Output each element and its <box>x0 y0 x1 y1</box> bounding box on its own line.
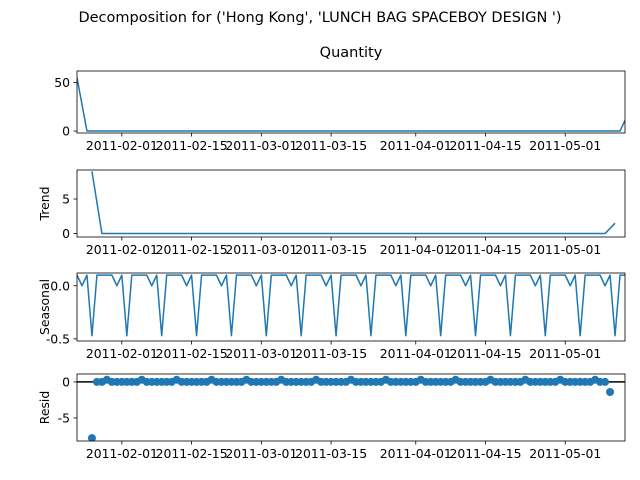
resid-point <box>87 434 96 441</box>
y-axis-label: Trend <box>37 187 52 222</box>
subplot-2: Trend052011-02-012011-02-152011-03-01201… <box>37 169 626 257</box>
y-tick-label: 50 <box>54 75 70 90</box>
y-axis-label: Resid <box>37 391 52 424</box>
x-tick-label: 2011-04-01 <box>380 138 452 153</box>
x-tick-label: 2011-04-15 <box>450 446 522 461</box>
x-tick-label: 2011-04-01 <box>380 446 452 461</box>
y-axis-label: Seasonal <box>37 279 52 335</box>
x-tick-label: 2011-04-15 <box>450 138 522 153</box>
subplot-1: Quantity 0 50 2011-02-012011-02-152011-03-0… <box>54 45 626 153</box>
y-tick-label: -0.5 <box>46 331 70 346</box>
x-tick-label: 2011-03-15 <box>295 242 367 257</box>
plot-area <box>77 274 625 337</box>
x-tick-label: 2011-02-15 <box>156 242 228 257</box>
x-tick-label: 2011-03-01 <box>225 446 297 461</box>
y-tick-label: -5 <box>58 410 70 425</box>
y-tick-label: 0 <box>62 124 70 139</box>
y-tick-label: 0 <box>62 226 70 241</box>
subplot-title: Quantity <box>320 45 383 61</box>
figure-title: Decomposition for ('Hong Kong', 'LUNCH B… <box>78 10 561 26</box>
y-tick-label: 5 <box>62 192 70 207</box>
x-tick-label: 2011-05-01 <box>529 446 601 461</box>
x-tick-label: 2011-04-15 <box>450 242 522 257</box>
x-tick-label: 2011-04-01 <box>380 242 452 257</box>
x-tick-label: 2011-02-15 <box>156 138 228 153</box>
series-line <box>77 274 625 337</box>
subplots: Quantity0502011-02-012011-02-152011-03-0… <box>37 45 626 461</box>
resid-point <box>606 388 615 397</box>
resid-point <box>601 377 610 386</box>
axes-frame <box>76 373 626 442</box>
axes-frame <box>76 272 626 342</box>
axes-frame <box>76 169 626 238</box>
series-line <box>91 171 616 235</box>
x-tick-label: 2011-03-01 <box>225 242 297 257</box>
x-tick-label: 2011-04-01 <box>380 346 452 361</box>
x-tick-label: 2011-03-15 <box>295 138 367 153</box>
x-tick-label: 2011-04-15 <box>450 346 522 361</box>
plot-area <box>91 171 616 235</box>
x-tick-label: 2011-02-01 <box>86 446 158 461</box>
x-tick-label: 2011-02-01 <box>86 138 158 153</box>
plot-area <box>77 77 625 132</box>
x-tick-label: 2011-02-01 <box>86 242 158 257</box>
series-line <box>77 77 625 132</box>
x-tick-label: 2011-02-15 <box>156 346 228 361</box>
x-tick-label: 2011-03-15 <box>295 446 367 461</box>
axes-frame <box>76 70 626 134</box>
y-tick-label: 0 <box>62 374 70 389</box>
x-tick-label: 2011-05-01 <box>529 242 601 257</box>
y-tick-label: 0.0 <box>50 278 70 293</box>
x-tick-label: 2011-02-15 <box>156 446 228 461</box>
subplot-3: Seasonal0.0-0.52011-02-012011-02-152011-… <box>37 272 626 361</box>
x-tick-label: 2011-05-01 <box>529 138 601 153</box>
x-tick-label: 2011-03-15 <box>295 346 367 361</box>
x-tick-label: 2011-03-01 <box>225 346 297 361</box>
plot-area <box>77 375 625 441</box>
x-tick-label: 2011-03-01 <box>225 138 297 153</box>
subplot-4: Resid0-52011-02-012011-02-152011-03-0120… <box>37 373 626 461</box>
x-tick-label: 2011-05-01 <box>529 346 601 361</box>
x-tick-label: 2011-02-01 <box>86 346 158 361</box>
